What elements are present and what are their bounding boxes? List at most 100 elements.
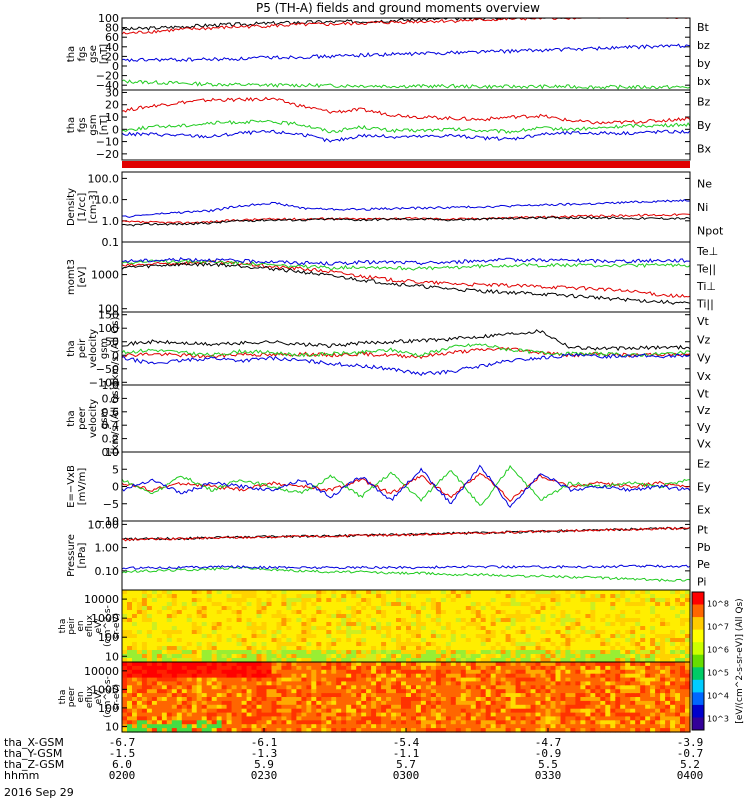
spectrogram-cell [505,704,512,710]
spectrogram-cell [465,610,472,615]
spectrogram-cell [321,716,327,721]
spectrogram-cell [455,685,462,690]
spectrogram-cell [565,669,571,675]
spectrogram-cell [640,634,646,639]
spectrogram-cell [675,704,681,710]
spectrogram-cell [630,602,636,607]
spectrogram-cell [550,646,557,651]
spectrogram-cell [336,610,342,615]
spectrogram-cell [445,614,452,619]
spectrogram-cell [351,654,357,659]
panel-separator-bar [122,161,690,168]
spectrogram-cell [470,618,477,623]
spectrogram-cell [425,704,432,710]
spectrogram-cell [430,598,437,603]
spectrogram-cell [321,626,327,631]
spectrogram-cell [640,626,646,631]
spectrogram-cell [361,704,367,710]
legend-vt: Vt [697,387,710,400]
spectrogram-cell [645,673,651,679]
ytick-label: 100 [98,303,119,316]
spectrogram-cell [655,590,661,595]
spectrogram-cell [420,677,427,683]
spectrogram-cell [660,594,666,599]
spectrogram-cell [590,606,596,611]
spectrogram-cell [435,618,442,623]
spectrogram-cell [530,681,537,686]
x-row-label: hhmm [4,769,39,782]
spectrogram-cell [530,700,537,706]
spectrogram-cell [670,716,676,721]
spectrogram-cell [381,602,387,607]
legend-by: by [697,57,711,70]
spectrogram-cell [216,704,223,710]
spectrogram-cell [655,720,661,725]
spectrogram-cell [176,638,183,643]
spectrogram-cell [605,622,611,627]
spectrogram-cell [351,720,357,725]
spectrogram-cell [680,618,686,623]
spectrogram-cell [655,630,661,635]
spectrogram-cell [256,665,263,671]
spectrogram-cell [226,594,233,599]
spectrogram-cell [391,602,397,607]
spectrogram-cell [635,728,641,733]
spectrogram-cell [216,650,223,655]
spectrogram-cell [411,598,417,603]
spectrogram-cell [361,630,367,635]
spectrogram-cell [122,658,128,663]
spectrogram-cell [435,689,442,694]
spectrogram-cell [575,704,581,710]
spectrogram-cell [396,598,402,603]
spectrogram-cell [425,708,432,714]
spectrogram-cell [261,716,268,721]
spectrogram-cell [386,720,392,725]
spectrogram-cell [570,654,576,659]
spectrogram-cell [336,677,342,683]
spectrogram-cell [301,693,307,698]
spectrogram-cell [660,689,666,694]
spectrogram-cell [590,665,596,671]
spectrogram-cell [510,697,517,702]
spectrogram-cell [570,704,576,710]
spectrogram-cell [675,724,681,729]
spectrogram-cell [176,704,183,710]
spectrogram-cell [141,712,148,718]
spectrogram-cell [276,685,283,690]
spectrogram-cell [256,598,263,603]
spectrogram-cell [485,673,492,679]
spectrogram-cell [236,654,243,659]
spectrogram-cell [271,708,278,714]
spectrogram-cell [246,590,253,595]
spectrogram-cell [555,642,562,647]
spectrogram-cell [595,602,601,607]
spectrogram-cell [445,646,452,651]
spectrogram-cell [615,677,621,683]
spectrogram-cell [186,594,193,599]
spectrogram-cell [401,712,407,718]
spectrogram-cell [660,681,666,686]
spectrogram-cell [645,642,651,647]
spectrogram-cell [455,622,462,627]
spectrogram-cell [675,650,681,655]
spectrogram-cell [291,618,297,623]
spectrogram-cell [570,697,576,702]
spectrogram-cell [680,673,686,679]
spectrogram-cell [166,704,173,710]
spectrogram-cell [351,638,357,643]
spectrogram-cell [590,662,596,667]
spectrogram-cell [256,693,263,698]
spectrogram-cell [495,594,502,599]
spectrogram-cell [326,685,332,690]
spectrogram-cell [435,728,442,733]
spectrogram-cell [141,606,148,611]
spectrogram-cell [246,630,253,635]
spectrogram-cell [585,598,591,603]
spectrogram-cell [261,598,268,603]
ytick-label: 20 [105,50,119,63]
spectrogram-cell [221,642,228,647]
spectrogram-cell [675,665,681,671]
spectrogram-cell [630,728,636,733]
spectrogram-cell [136,665,143,671]
